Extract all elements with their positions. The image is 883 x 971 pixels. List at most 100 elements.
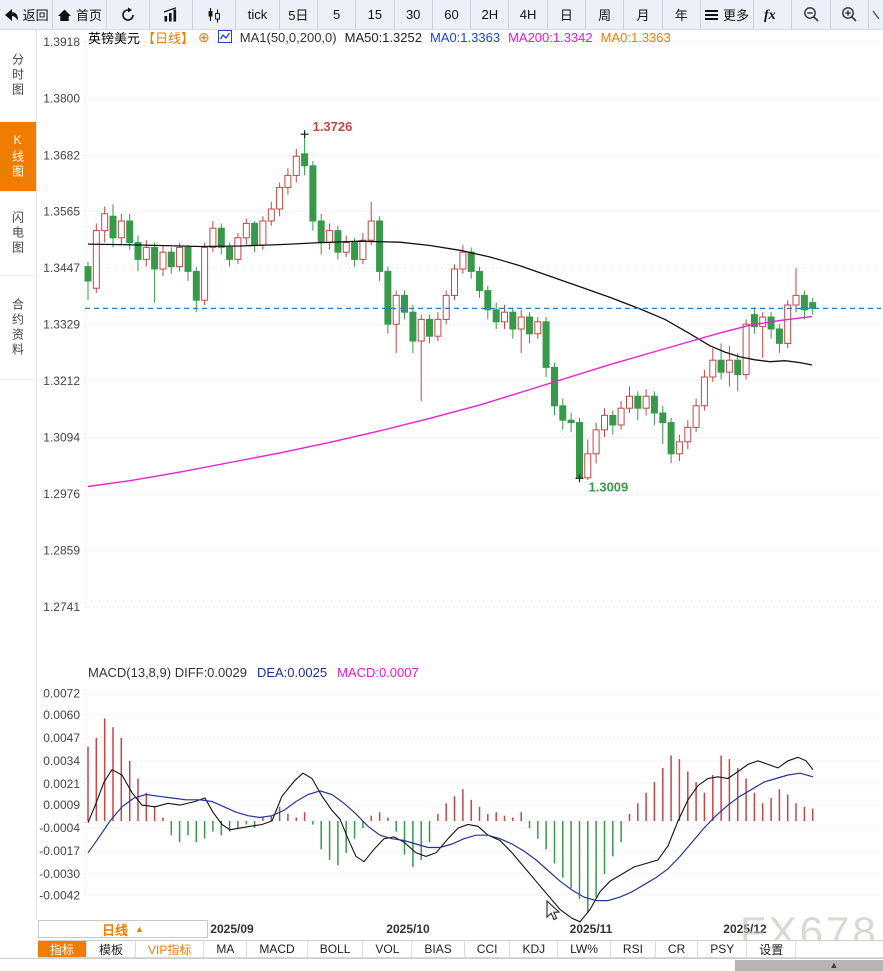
toolbar-item-label: tick [247, 7, 268, 22]
indicator-tab-BIAS[interactable]: BIAS [412, 941, 465, 957]
sidebar-item-time-chart[interactable]: 分时图 [0, 30, 36, 122]
svg-text:0.0072: 0.0072 [43, 687, 80, 701]
toolbar-item-back[interactable]: 返回 [0, 0, 54, 29]
indicator-tab-设置[interactable]: 设置 [747, 941, 797, 957]
toolbar-item-label: 年 [674, 8, 688, 23]
period-tag: 【日线】 [142, 31, 195, 46]
bottom-scrollbar-track: ▲ [0, 958, 883, 971]
scrollbar-thumb[interactable]: ▲ [735, 960, 883, 971]
toolbar-item-2h[interactable]: 2H [471, 0, 510, 29]
partial-icon [872, 7, 880, 23]
toolbar-item-60[interactable]: 60 [433, 0, 472, 29]
svg-text:-0.0042: -0.0042 [39, 888, 80, 902]
toolbar-item-zoom-out[interactable] [792, 0, 831, 29]
svg-text:1.3329: 1.3329 [43, 318, 80, 332]
svg-text:1.2741: 1.2741 [43, 600, 80, 614]
home-icon [57, 8, 72, 22]
svg-text:1.3447: 1.3447 [43, 261, 80, 275]
indicator-tab-RSI[interactable]: RSI [611, 941, 656, 957]
toolbar-item-30[interactable]: 30 [395, 0, 433, 29]
svg-text:1.3726: 1.3726 [313, 119, 353, 134]
toolbar-item-label: 日 [559, 8, 573, 23]
dea-value: DEA:0.0025 [256, 665, 328, 680]
svg-text:1.3682: 1.3682 [43, 148, 80, 162]
toolbar-item-candle-chart[interactable] [193, 0, 237, 29]
indicator-tab-CR[interactable]: CR [656, 941, 699, 957]
toolbar-item-week[interactable]: 周 [586, 0, 625, 29]
svg-text:1.3094: 1.3094 [43, 431, 80, 445]
toolbar-item-label: 15 [367, 7, 383, 22]
macd-main-label: MACD(13,8,9) DIFF:0.0029 [88, 665, 247, 680]
toolbar-item-label: 更多 [723, 8, 750, 23]
ma0-orange-value: MA0:1.3363 [600, 30, 671, 45]
toolbar-item-label: 4H [519, 7, 537, 22]
toolbar-item-day[interactable]: 日 [548, 0, 587, 29]
ma0-blue-value: MA0:1.3363 [429, 30, 501, 45]
toolbar-item-zoom-in[interactable] [831, 0, 870, 29]
toolbar-item-fx[interactable]: fx [754, 0, 793, 29]
toolbar-item-15[interactable]: 15 [356, 0, 395, 29]
toolbar-item-more[interactable]: 更多 [701, 0, 755, 29]
svg-text:1.3212: 1.3212 [43, 374, 80, 388]
indicator-tab-VIP指标[interactable]: VIP指标 [136, 941, 205, 957]
indicator-tab-KDJ[interactable]: KDJ [510, 941, 559, 957]
sidebar-item-lightning-chart[interactable]: 闪电图 [0, 192, 36, 276]
mini-chart-icon[interactable] [217, 29, 232, 46]
svg-text:1.3918: 1.3918 [43, 35, 80, 49]
ma-settings-label: MA1(50,0,200,0) [239, 30, 337, 45]
zoom-in-icon [841, 6, 858, 23]
toolbar-item-bar-chart[interactable] [150, 0, 194, 29]
svg-text:0.0021: 0.0021 [43, 777, 80, 791]
toolbar-item-4h[interactable]: 4H [509, 0, 548, 29]
period-selector-button[interactable]: 日线 ▲ [38, 920, 208, 938]
toolbar-item-month[interactable]: 月 [624, 0, 663, 29]
svg-text:-0.0030: -0.0030 [39, 867, 80, 881]
indicator-tab-模板[interactable]: 模板 [87, 941, 137, 957]
toolbar-item-partial[interactable] [869, 0, 883, 29]
indicator-tab-LW%[interactable]: LW% [558, 941, 611, 957]
zoom-out-icon [803, 6, 820, 23]
sidebar-item-contract-info[interactable]: 合约资料 [0, 276, 36, 380]
expand-icon[interactable]: ⊕ [198, 29, 210, 45]
toolbar-item-home[interactable]: 首页 [53, 0, 107, 29]
toolbar-item-5d[interactable]: 5日 [280, 0, 318, 29]
svg-text:1.2976: 1.2976 [43, 487, 80, 501]
svg-text:1.3800: 1.3800 [43, 92, 80, 106]
chart-header: 英镑美元 【日线】 ⊕ MA1(50,0,200,0) MA50:1.3252 MA… [88, 29, 671, 46]
indicator-tab-VOL[interactable]: VOL [363, 941, 413, 957]
x-axis-label: 2025/10 [386, 922, 430, 936]
left-sidebar: 分时图 K线图 闪电图 合约资料 [0, 30, 37, 920]
toolbar-item-tick[interactable]: tick [236, 0, 280, 29]
toolbar-item-label: 返回 [22, 8, 49, 23]
ma200-value: MA200:1.3342 [508, 30, 593, 45]
svg-text:1.3009: 1.3009 [589, 479, 629, 494]
indicator-tab-bar: 指标 模板 VIP指标 MA MACD BOLL VOL BIAS CCI KDJ LW% RSI CR… [38, 940, 883, 958]
toolbar-item-label: 首页 [75, 8, 102, 23]
indicator-tab-MACD[interactable]: MACD [247, 941, 308, 957]
indicator-tab-CCI[interactable]: CCI [465, 941, 511, 957]
x-axis-label: 2025/12 [723, 922, 767, 936]
more-icon [705, 9, 719, 21]
toolbar-item-label: 月 [636, 8, 650, 23]
top-toolbar: 返回 首页 tick 5日 5 15 30 60 2H 4H 日 周 月 年 更多 fx [0, 0, 883, 30]
indicator-tab-BOLL[interactable]: BOLL [308, 941, 364, 957]
scrollbar-arrow-icon: ▲ [829, 960, 839, 970]
indicator-tab-MA[interactable]: MA [204, 941, 248, 957]
indicator-tab-PSY[interactable]: PSY [698, 941, 748, 957]
toolbar-item-5[interactable]: 5 [318, 0, 357, 29]
macd-header: MACD(13,8,9) DIFF:0.0029 DEA:0.0025 MACD… [88, 665, 419, 680]
triangle-up-icon: ▲ [135, 924, 144, 934]
toolbar-item-refresh[interactable] [107, 0, 150, 29]
back-icon [4, 8, 19, 22]
toolbar-item-year[interactable]: 年 [663, 0, 701, 29]
symbol-name: 英镑美元 [88, 31, 141, 46]
indicator-tab-指标[interactable]: 指标 [38, 941, 88, 957]
macd-value: MACD:0.0007 [337, 665, 419, 680]
sidebar-item-kline-chart[interactable]: K线图 [0, 122, 36, 192]
toolbar-item-label: 30 [405, 7, 421, 22]
x-axis-label: 2025/09 [210, 922, 254, 936]
svg-text:1.2859: 1.2859 [43, 543, 80, 557]
svg-text:0.0009: 0.0009 [43, 798, 80, 812]
